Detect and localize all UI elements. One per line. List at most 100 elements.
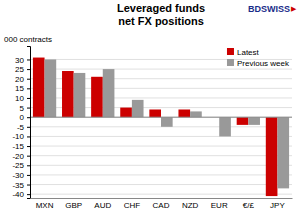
tick-label: -15 bbox=[12, 142, 24, 151]
tick: CHF bbox=[124, 198, 141, 210]
tick-label: MXN bbox=[36, 201, 54, 210]
bar bbox=[149, 109, 161, 117]
x-axis: MXN GBP AUD CHF CAD NZD EUR €/£ JPY bbox=[31, 198, 293, 210]
axis-line bbox=[31, 198, 293, 199]
grid-line bbox=[30, 194, 292, 195]
tick-mark bbox=[27, 117, 30, 118]
tick: 0 bbox=[20, 113, 30, 122]
annotation: ▶ bbox=[291, 5, 297, 13]
tick: MXN bbox=[36, 198, 54, 210]
tick: GBP bbox=[65, 198, 82, 210]
tick: -5 bbox=[17, 123, 30, 132]
tick-mark bbox=[27, 146, 30, 147]
tick: €/£ bbox=[243, 198, 255, 210]
tick-mark bbox=[27, 127, 30, 128]
chart: -40-35-30-25-20-15-10-5051015202530 MXN GB… bbox=[0, 0, 300, 214]
bar bbox=[277, 117, 289, 188]
tick: -40 bbox=[12, 190, 30, 199]
tick-label: -35 bbox=[12, 181, 24, 190]
tick-label: -25 bbox=[12, 161, 24, 170]
grid-line bbox=[30, 117, 292, 118]
tick-label: CHF bbox=[124, 201, 141, 210]
grid-line bbox=[30, 136, 292, 137]
tick-mark bbox=[27, 185, 30, 186]
axis-line bbox=[27, 47, 31, 199]
grid-line bbox=[30, 155, 292, 156]
tick-label: -10 bbox=[12, 132, 24, 141]
tick: -20 bbox=[12, 152, 30, 161]
axis-title: 000 contracts bbox=[4, 35, 52, 44]
tick-label: €/£ bbox=[243, 201, 255, 210]
legend-label: Previous week bbox=[237, 59, 290, 68]
tick-label: NZD bbox=[182, 201, 199, 210]
tick: 10 bbox=[15, 94, 30, 103]
tick-label: 20 bbox=[15, 75, 24, 84]
series bbox=[33, 58, 278, 197]
legend-item: Previous week bbox=[227, 59, 290, 68]
tick-label: CAD bbox=[153, 201, 170, 210]
grid-line bbox=[30, 165, 292, 166]
tick: -35 bbox=[12, 181, 30, 190]
tick-mark bbox=[27, 69, 30, 70]
tick-mark bbox=[27, 108, 30, 109]
legend-swatch bbox=[227, 59, 234, 66]
tick-mark bbox=[27, 194, 30, 195]
tick-label: 10 bbox=[15, 94, 24, 103]
grid bbox=[30, 59, 292, 194]
bar bbox=[132, 100, 144, 117]
bar bbox=[266, 117, 278, 196]
grid-line bbox=[30, 174, 292, 175]
legend: Latest Previous week bbox=[227, 48, 290, 68]
bar bbox=[33, 58, 45, 118]
tick: 20 bbox=[15, 75, 30, 84]
tick: 15 bbox=[15, 84, 30, 93]
bar bbox=[237, 117, 249, 125]
tick-label: 30 bbox=[15, 56, 24, 65]
tick-label: 25 bbox=[15, 65, 24, 74]
bars bbox=[33, 58, 289, 197]
bar bbox=[248, 117, 260, 125]
grid-line bbox=[30, 146, 292, 147]
tick: CAD bbox=[153, 198, 170, 210]
plot: -40-35-30-25-20-15-10-5051015202530 MXN GB… bbox=[12, 47, 292, 210]
tick-label: -5 bbox=[17, 123, 25, 132]
title-line: net FX positions bbox=[118, 15, 204, 27]
tick: AUD bbox=[94, 198, 111, 210]
tick-mark bbox=[27, 88, 30, 89]
bar bbox=[74, 73, 86, 117]
legend-label: Latest bbox=[237, 48, 260, 57]
bar bbox=[120, 108, 132, 118]
tick: -30 bbox=[12, 171, 30, 180]
bar bbox=[103, 69, 115, 117]
tick-label: -40 bbox=[12, 190, 24, 199]
tick-label: 5 bbox=[20, 104, 25, 113]
tick: -10 bbox=[12, 132, 30, 141]
tick-mark bbox=[27, 165, 30, 166]
bar bbox=[45, 59, 57, 117]
tick-label: AUD bbox=[94, 201, 111, 210]
tick: -25 bbox=[12, 161, 30, 170]
bar bbox=[161, 117, 173, 127]
tick-mark bbox=[27, 136, 30, 137]
series bbox=[45, 59, 290, 188]
tick-label: 15 bbox=[15, 84, 24, 93]
bar bbox=[62, 71, 74, 117]
grid-line bbox=[30, 69, 292, 70]
bar bbox=[190, 111, 202, 117]
legend-item: Latest bbox=[227, 48, 260, 57]
tick: EUR bbox=[211, 198, 228, 210]
zero-line bbox=[30, 117, 292, 118]
bar bbox=[219, 117, 231, 136]
title: Leveraged fundsnet FX positions bbox=[117, 2, 205, 27]
tick-mark bbox=[27, 59, 30, 60]
tick-label: -20 bbox=[12, 152, 24, 161]
tick-mark bbox=[27, 79, 30, 80]
bar bbox=[91, 77, 103, 117]
tick-mark bbox=[27, 98, 30, 99]
tick: NZD bbox=[182, 198, 199, 210]
annotation: BDSWISS bbox=[248, 4, 290, 14]
title-line: Leveraged funds bbox=[117, 2, 205, 14]
bar bbox=[178, 109, 190, 117]
tick: -15 bbox=[12, 142, 30, 151]
tick-label: JPY bbox=[270, 201, 285, 210]
